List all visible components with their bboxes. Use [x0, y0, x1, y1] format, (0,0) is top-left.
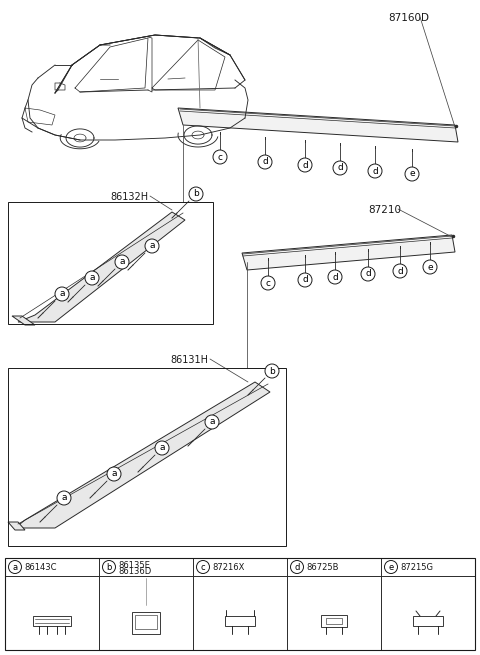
Text: d: d: [365, 269, 371, 278]
Circle shape: [85, 271, 99, 285]
Circle shape: [9, 561, 22, 574]
Text: 86131H: 86131H: [170, 355, 208, 365]
Text: 86143C: 86143C: [24, 563, 57, 572]
Text: c: c: [201, 563, 205, 572]
Circle shape: [290, 561, 303, 574]
Polygon shape: [178, 108, 458, 142]
Polygon shape: [8, 522, 25, 530]
Bar: [132, 612, 160, 634]
Text: d: d: [294, 563, 300, 572]
Circle shape: [423, 260, 437, 274]
Text: 87215G: 87215G: [400, 563, 433, 572]
Text: d: d: [397, 267, 403, 276]
Circle shape: [107, 467, 121, 481]
Circle shape: [189, 187, 203, 201]
Bar: [5, 558, 475, 650]
Text: a: a: [89, 274, 95, 282]
Text: 86132H: 86132H: [110, 192, 148, 202]
Polygon shape: [18, 212, 185, 322]
Text: d: d: [372, 166, 378, 176]
Circle shape: [213, 150, 227, 164]
Circle shape: [298, 158, 312, 172]
Text: a: a: [149, 242, 155, 250]
Polygon shape: [12, 316, 35, 325]
Bar: [321, 615, 347, 627]
Circle shape: [261, 276, 275, 290]
Text: a: a: [209, 417, 215, 426]
Circle shape: [384, 561, 397, 574]
Text: a: a: [12, 563, 18, 572]
Text: b: b: [269, 367, 275, 375]
Text: d: d: [302, 276, 308, 284]
Circle shape: [145, 239, 159, 253]
Text: d: d: [302, 160, 308, 170]
Circle shape: [405, 167, 419, 181]
Circle shape: [115, 255, 129, 269]
Text: e: e: [388, 563, 394, 572]
Text: a: a: [59, 290, 65, 299]
Text: c: c: [217, 153, 223, 162]
Circle shape: [393, 264, 407, 278]
Circle shape: [57, 491, 71, 505]
Circle shape: [328, 270, 342, 284]
Text: 86135E: 86135E: [118, 561, 150, 569]
Text: 87210: 87210: [368, 205, 401, 215]
Circle shape: [205, 415, 219, 429]
Bar: [225, 616, 255, 626]
Text: 86725B: 86725B: [306, 563, 338, 572]
Circle shape: [333, 161, 347, 175]
Circle shape: [103, 561, 116, 574]
Bar: [8, 202, 213, 324]
Text: b: b: [193, 189, 199, 198]
Text: 86136D: 86136D: [118, 567, 151, 576]
Bar: [8, 368, 286, 546]
Bar: [33, 616, 71, 626]
Text: a: a: [159, 443, 165, 453]
Bar: [135, 615, 157, 629]
Text: d: d: [332, 272, 338, 282]
Text: 87160D: 87160D: [388, 13, 429, 23]
Circle shape: [155, 441, 169, 455]
Text: d: d: [262, 157, 268, 166]
Circle shape: [361, 267, 375, 281]
Text: b: b: [106, 563, 112, 572]
Text: a: a: [61, 493, 67, 502]
Circle shape: [258, 155, 272, 169]
Bar: [413, 616, 443, 626]
Polygon shape: [242, 235, 455, 270]
Circle shape: [298, 273, 312, 287]
Circle shape: [265, 364, 279, 378]
Text: e: e: [409, 170, 415, 179]
Circle shape: [368, 164, 382, 178]
Text: c: c: [265, 278, 271, 288]
Text: 87216X: 87216X: [212, 563, 244, 572]
Text: a: a: [119, 257, 125, 267]
Circle shape: [55, 287, 69, 301]
Circle shape: [196, 561, 209, 574]
Text: e: e: [427, 263, 433, 272]
Polygon shape: [15, 382, 270, 528]
Text: d: d: [337, 164, 343, 172]
Text: a: a: [111, 470, 117, 479]
Bar: [326, 618, 342, 624]
